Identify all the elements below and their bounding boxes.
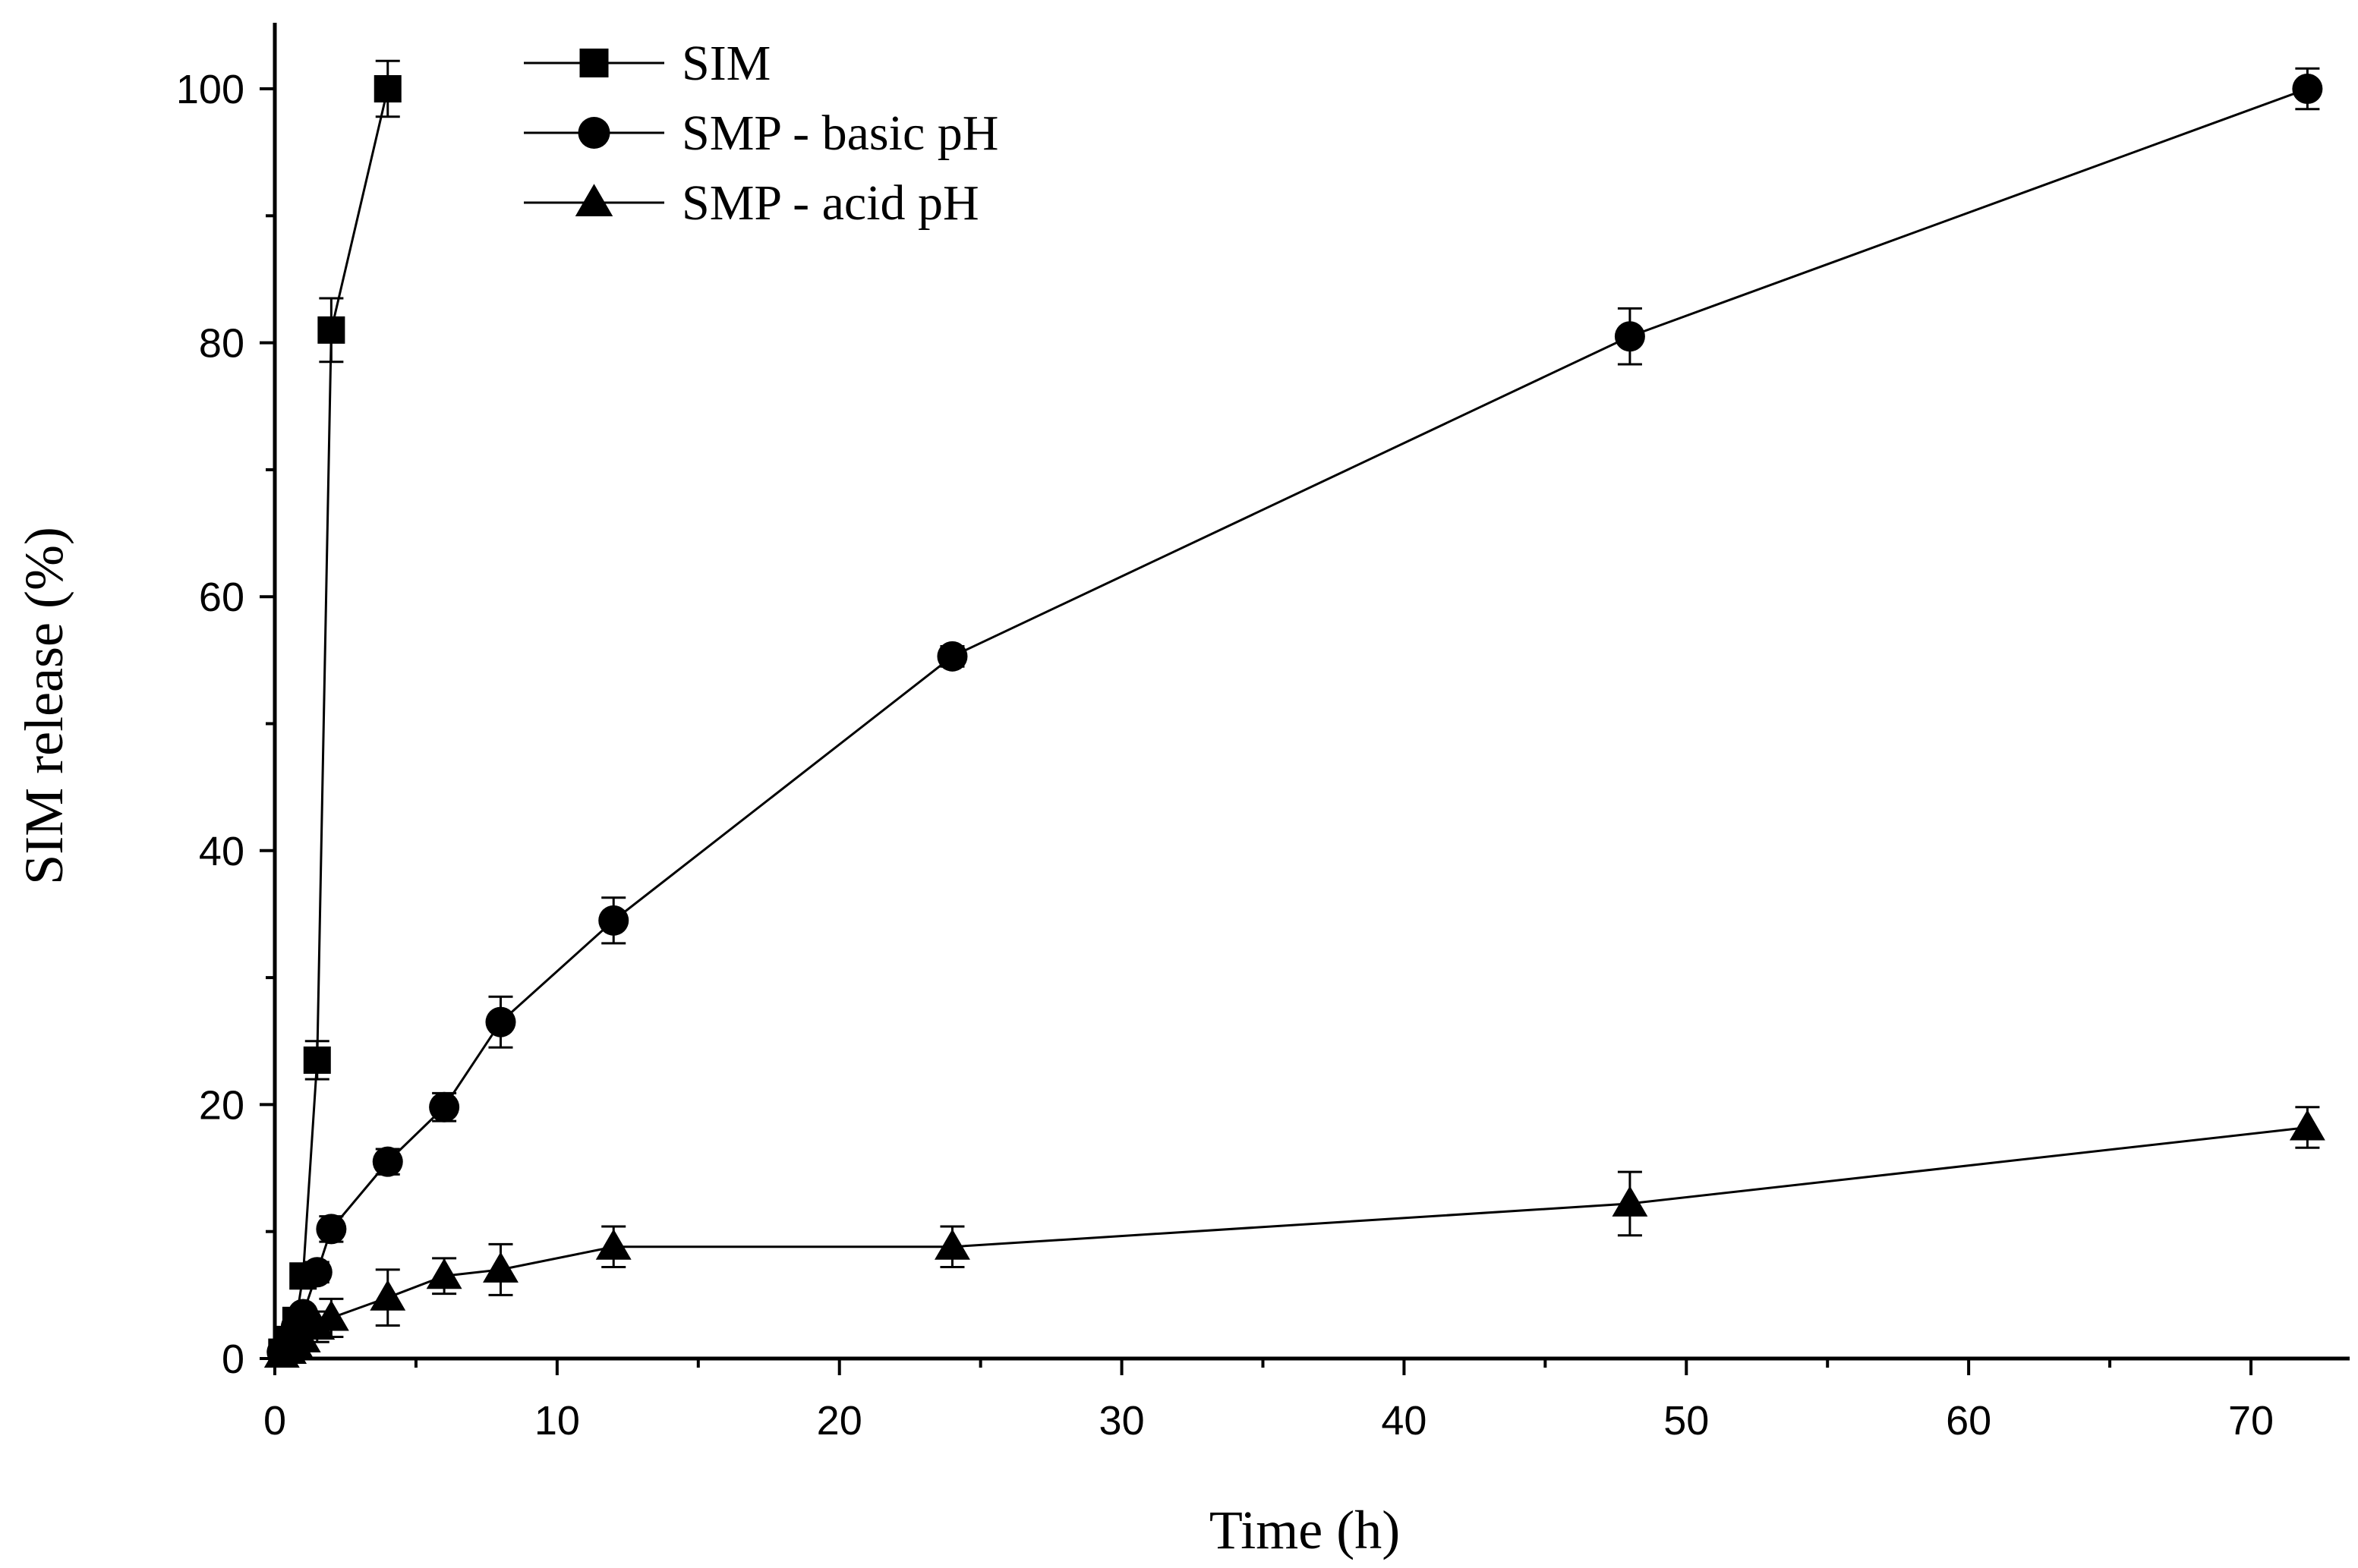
series-line bbox=[281, 1126, 2308, 1356]
x-tick-label: 10 bbox=[534, 1398, 580, 1444]
y-axis-title: SIM release (%) bbox=[14, 527, 74, 885]
data-point bbox=[316, 1214, 347, 1245]
y-tick-label: 60 bbox=[199, 575, 244, 620]
data-point bbox=[372, 1146, 403, 1177]
data-point bbox=[303, 1046, 331, 1074]
y-tick-label: 20 bbox=[199, 1082, 244, 1128]
series-smp-acid-ph bbox=[263, 1106, 2325, 1368]
legend-item: SMP - acid pH bbox=[524, 175, 979, 231]
legend-item: SIM bbox=[524, 36, 771, 91]
data-point bbox=[313, 1300, 349, 1331]
legend-marker bbox=[578, 117, 610, 149]
x-tick-label: 0 bbox=[263, 1398, 286, 1444]
legend: SIM SMP - basic pH SMP - acid pH bbox=[524, 36, 998, 231]
x-tick-label: 40 bbox=[1381, 1398, 1426, 1444]
data-point bbox=[370, 1280, 406, 1311]
legend-label: SMP - acid pH bbox=[682, 175, 979, 231]
series-smp-basic-ph bbox=[266, 67, 2323, 1368]
data-series bbox=[263, 59, 2325, 1368]
x-tick-label: 50 bbox=[1663, 1398, 1709, 1444]
legend-marker bbox=[579, 49, 609, 77]
legend-label: SIM bbox=[682, 36, 771, 91]
y-tick-label: 0 bbox=[222, 1337, 244, 1382]
data-point bbox=[935, 1229, 970, 1260]
x-axis-title: Time (h) bbox=[1209, 1500, 1400, 1560]
x-tick-label: 20 bbox=[817, 1398, 862, 1444]
data-point bbox=[483, 1252, 519, 1283]
data-point bbox=[1612, 1185, 1648, 1217]
legend-label: SMP - basic pH bbox=[682, 105, 998, 161]
data-point bbox=[299, 1308, 336, 1340]
data-point bbox=[429, 1091, 460, 1122]
x-tick-label: 70 bbox=[2228, 1398, 2274, 1444]
data-point bbox=[317, 316, 345, 344]
data-point bbox=[374, 75, 402, 102]
series-line bbox=[280, 88, 389, 1353]
data-point bbox=[485, 1006, 516, 1037]
axes bbox=[273, 23, 2350, 1361]
x-tick-label: 60 bbox=[1946, 1398, 1991, 1444]
y-tick-label: 40 bbox=[199, 829, 244, 874]
data-point bbox=[2292, 74, 2323, 104]
legend-marker bbox=[575, 184, 613, 216]
legend-item: SMP - basic pH bbox=[524, 105, 998, 161]
data-point bbox=[2289, 1110, 2325, 1141]
ticks: 0 10 20 30 40 50 60 70 0 20 40 60 80 100 bbox=[176, 67, 2274, 1444]
data-point bbox=[301, 1257, 333, 1288]
y-tick-label: 100 bbox=[176, 67, 244, 112]
data-point bbox=[937, 641, 968, 672]
data-point bbox=[426, 1258, 462, 1289]
data-point bbox=[595, 1229, 632, 1260]
data-point bbox=[598, 905, 629, 936]
data-point bbox=[1614, 321, 1645, 352]
x-tick-label: 30 bbox=[1099, 1398, 1145, 1444]
y-tick-label: 80 bbox=[199, 321, 244, 367]
